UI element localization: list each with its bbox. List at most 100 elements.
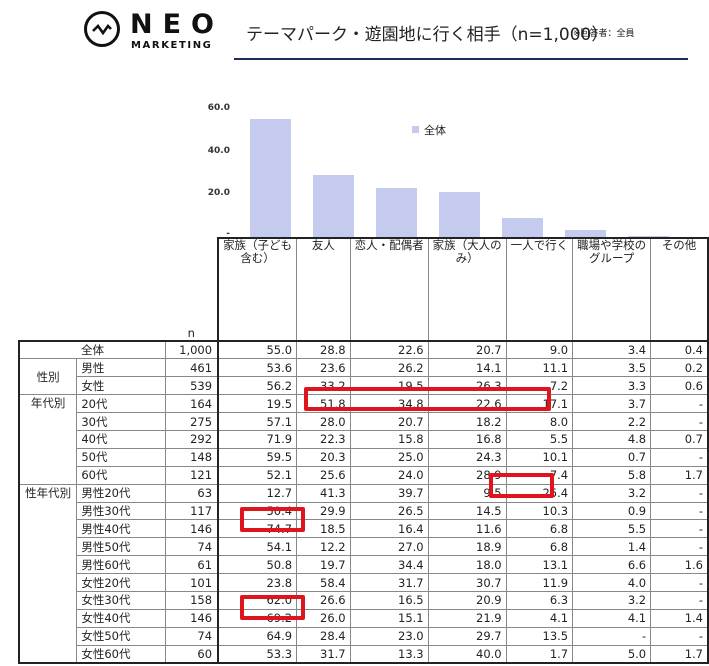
row-label: 60代 <box>76 465 167 485</box>
sample-size: 63 <box>165 483 220 503</box>
value-cell: 4.1 <box>505 608 574 628</box>
sample-size: 74 <box>165 537 220 557</box>
table-row: 女性60代 60 53.3 31.7 13.3 40.0 1.7 5.0 1.7 <box>19 644 709 665</box>
value-cell: 0.7 <box>572 447 652 467</box>
table-row: 男性40代 146 74.7 18.5 16.4 11.6 6.8 5.5- <box>19 519 709 539</box>
value-cell: 39.7 <box>349 483 429 503</box>
value-cell: 5.5 <box>572 519 652 539</box>
sample-size: 74 <box>165 626 220 646</box>
title-underline <box>234 58 688 60</box>
value-cell: 5.8 <box>572 465 652 485</box>
value-cell: 15.8 <box>349 429 429 449</box>
respondent-note: ※回答者：全員 <box>573 29 635 39</box>
value-cell: 13.5 <box>505 626 574 646</box>
value-cell: 24.0 <box>349 465 429 485</box>
value-cell: 26.2 <box>349 358 429 378</box>
row-label: 女性40代 <box>76 608 167 628</box>
value-cell: 71.9 <box>217 429 298 449</box>
highlight-male20s-solo-box <box>489 473 554 498</box>
value-cell: 10.1 <box>505 447 574 467</box>
value-cell: 53.3 <box>217 644 298 665</box>
column-header-line: 職場や学校の <box>577 238 647 252</box>
sample-size: 61 <box>165 555 220 575</box>
bar-0 <box>250 118 291 237</box>
value-cell: 23.0 <box>349 626 429 646</box>
value-cell: - <box>650 573 709 592</box>
sample-size: 275 <box>165 412 220 431</box>
value-cell: 6.8 <box>505 537 574 557</box>
value-cell: 5.5 <box>505 429 574 449</box>
table-row: 男性30代 117 50.4 29.9 26.5 14.5 10.3 0.9- <box>19 501 709 521</box>
bar-1 <box>313 175 354 237</box>
sample-size: 146 <box>165 519 220 539</box>
row-label: 男性30代 <box>76 501 167 521</box>
value-cell: 19.7 <box>296 555 351 575</box>
table-row: 性別 男性 461 53.6 23.6 26.2 14.1 11.1 3.5 0.2 <box>18 358 709 396</box>
value-cell: 12.7 <box>217 483 298 503</box>
sample-size: 164 <box>165 394 220 414</box>
value-cell: 18.9 <box>427 537 507 557</box>
value-cell: - <box>650 412 709 431</box>
bar-4 <box>502 217 543 237</box>
value-cell: 11.6 <box>427 519 507 539</box>
row-label: 40代 <box>76 429 167 449</box>
row-label: 20代 <box>76 394 167 414</box>
table-row: 女性20代 101 23.8 58.4 31.7 30.7 11.9 4.0- <box>19 573 709 592</box>
value-cell: 11.9 <box>505 573 574 592</box>
value-cell: 3.2 <box>572 483 652 503</box>
value-cell: 59.5 <box>217 447 298 467</box>
value-cell: 14.5 <box>427 501 507 521</box>
row-label: 女性20代 <box>76 573 167 592</box>
sample-size: 292 <box>165 429 220 449</box>
table-row: 男性50代 74 54.1 12.2 27.0 18.9 6.8 1.4- <box>19 537 709 557</box>
value-cell: 55.0 <box>217 340 298 360</box>
value-cell: 16.5 <box>349 590 429 610</box>
row-label: 男性60代 <box>76 555 167 575</box>
table-header-row: n 家族（子ども 含む） 友人 恋人・配偶者 家族（大人の み） 一人で行く 職場や学校の グルー… <box>19 237 709 342</box>
n-column-header: n <box>165 238 220 342</box>
value-cell: 52.1 <box>217 465 298 485</box>
value-cell: 29.7 <box>427 626 507 646</box>
y-tick-60: 60.0 <box>207 103 230 113</box>
value-cell: 0.7 <box>650 429 709 449</box>
value-cell: 15.1 <box>349 608 429 628</box>
value-cell: 57.1 <box>217 412 298 431</box>
sample-size: 158 <box>165 590 220 610</box>
value-cell: 54.1 <box>217 537 298 557</box>
value-cell: 58.4 <box>296 573 351 592</box>
sample-size: 1,000 <box>165 340 220 360</box>
value-cell: 31.7 <box>349 573 429 592</box>
value-cell: 26.5 <box>349 501 429 521</box>
value-cell: 1.6 <box>650 555 709 575</box>
value-cell: 0.9 <box>572 501 652 521</box>
row-label: 女性50代 <box>76 626 167 646</box>
table-row: 男性60代 61 50.8 19.7 34.4 18.0 13.1 6.6 1.6 <box>19 555 709 575</box>
table-row: 50代 148 59.5 20.3 25.0 24.3 10.1 0.7- <box>19 447 709 467</box>
value-cell: 18.0 <box>427 555 507 575</box>
value-cell: 23.8 <box>217 573 298 592</box>
row-label: 全体 <box>18 340 167 360</box>
value-cell: 1.4 <box>650 608 709 628</box>
column-header: 家族（子ども 含む） <box>217 237 298 342</box>
value-cell: 8.0 <box>505 412 574 431</box>
value-cell: 24.3 <box>427 447 507 467</box>
value-cell: 6.8 <box>505 519 574 539</box>
value-cell: 30.7 <box>427 573 507 592</box>
value-cell: 50.8 <box>217 555 298 575</box>
column-header-line: その他 <box>661 238 697 252</box>
value-cell: 1.7 <box>650 465 709 485</box>
value-cell: 1.4 <box>572 537 652 557</box>
value-cell: 25.0 <box>349 447 429 467</box>
row-label: 30代 <box>76 412 167 431</box>
value-cell: 3.5 <box>572 358 652 378</box>
row-label: 男性40代 <box>76 519 167 539</box>
value-cell: 25.6 <box>296 465 351 485</box>
value-cell: - <box>650 483 709 503</box>
column-header-line: 家族（大人の <box>432 238 502 252</box>
value-cell: - <box>650 501 709 521</box>
column-header: 友人 <box>296 237 351 342</box>
value-cell: 27.0 <box>349 537 429 557</box>
value-cell: 6.3 <box>505 590 574 610</box>
value-cell: 3.2 <box>572 590 652 610</box>
value-cell: 3.3 <box>572 376 652 396</box>
